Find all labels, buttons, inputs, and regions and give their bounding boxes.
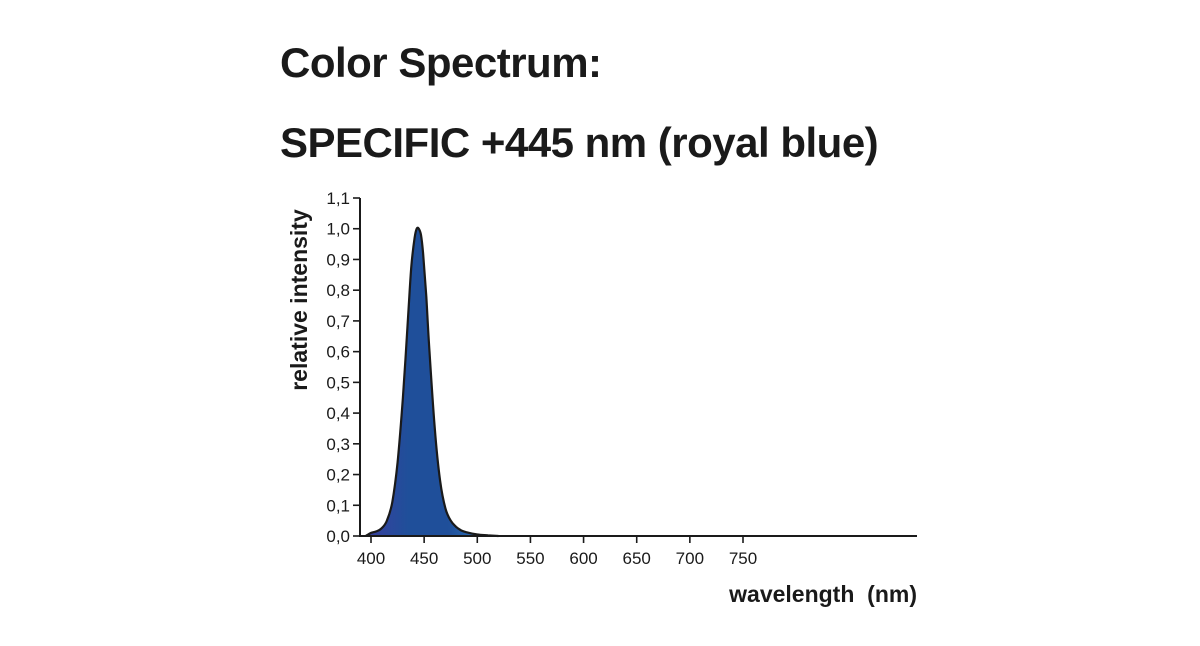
y-tick-label: 1,0 <box>326 220 350 239</box>
x-tick-label: 700 <box>676 549 704 568</box>
x-axis-title: wavelength (nm) <box>728 581 917 607</box>
y-tick-label: 0,7 <box>326 312 350 331</box>
y-tick-label: 0,8 <box>326 281 350 300</box>
x-tick-label: 750 <box>729 549 757 568</box>
x-tick-label: 400 <box>357 549 385 568</box>
y-tick-label: 0,2 <box>326 466 350 485</box>
y-tick-label: 0,4 <box>326 404 350 423</box>
chart-title-line-1: Color Spectrum: <box>280 39 602 86</box>
y-tick-label: 0,6 <box>326 343 350 362</box>
y-tick-label: 0,0 <box>326 527 350 546</box>
x-tick-label: 450 <box>410 549 438 568</box>
spectrum-line <box>365 226 499 538</box>
x-tick-label: 650 <box>623 549 651 568</box>
y-tick-label: 0,5 <box>326 373 350 392</box>
x-tick-label: 600 <box>569 549 597 568</box>
y-axis-title: relative intensity <box>286 209 312 391</box>
y-tick-label: 0,1 <box>326 496 350 515</box>
x-tick-label: 500 <box>463 549 491 568</box>
y-tick-label: 0,3 <box>326 435 350 454</box>
y-tick-label: 0,9 <box>326 250 350 269</box>
y-tick-label: 1,1 <box>326 189 350 208</box>
x-tick-label: 550 <box>516 549 544 568</box>
chart-title-line-2: SPECIFIC +445 nm (royal blue) <box>280 119 879 166</box>
